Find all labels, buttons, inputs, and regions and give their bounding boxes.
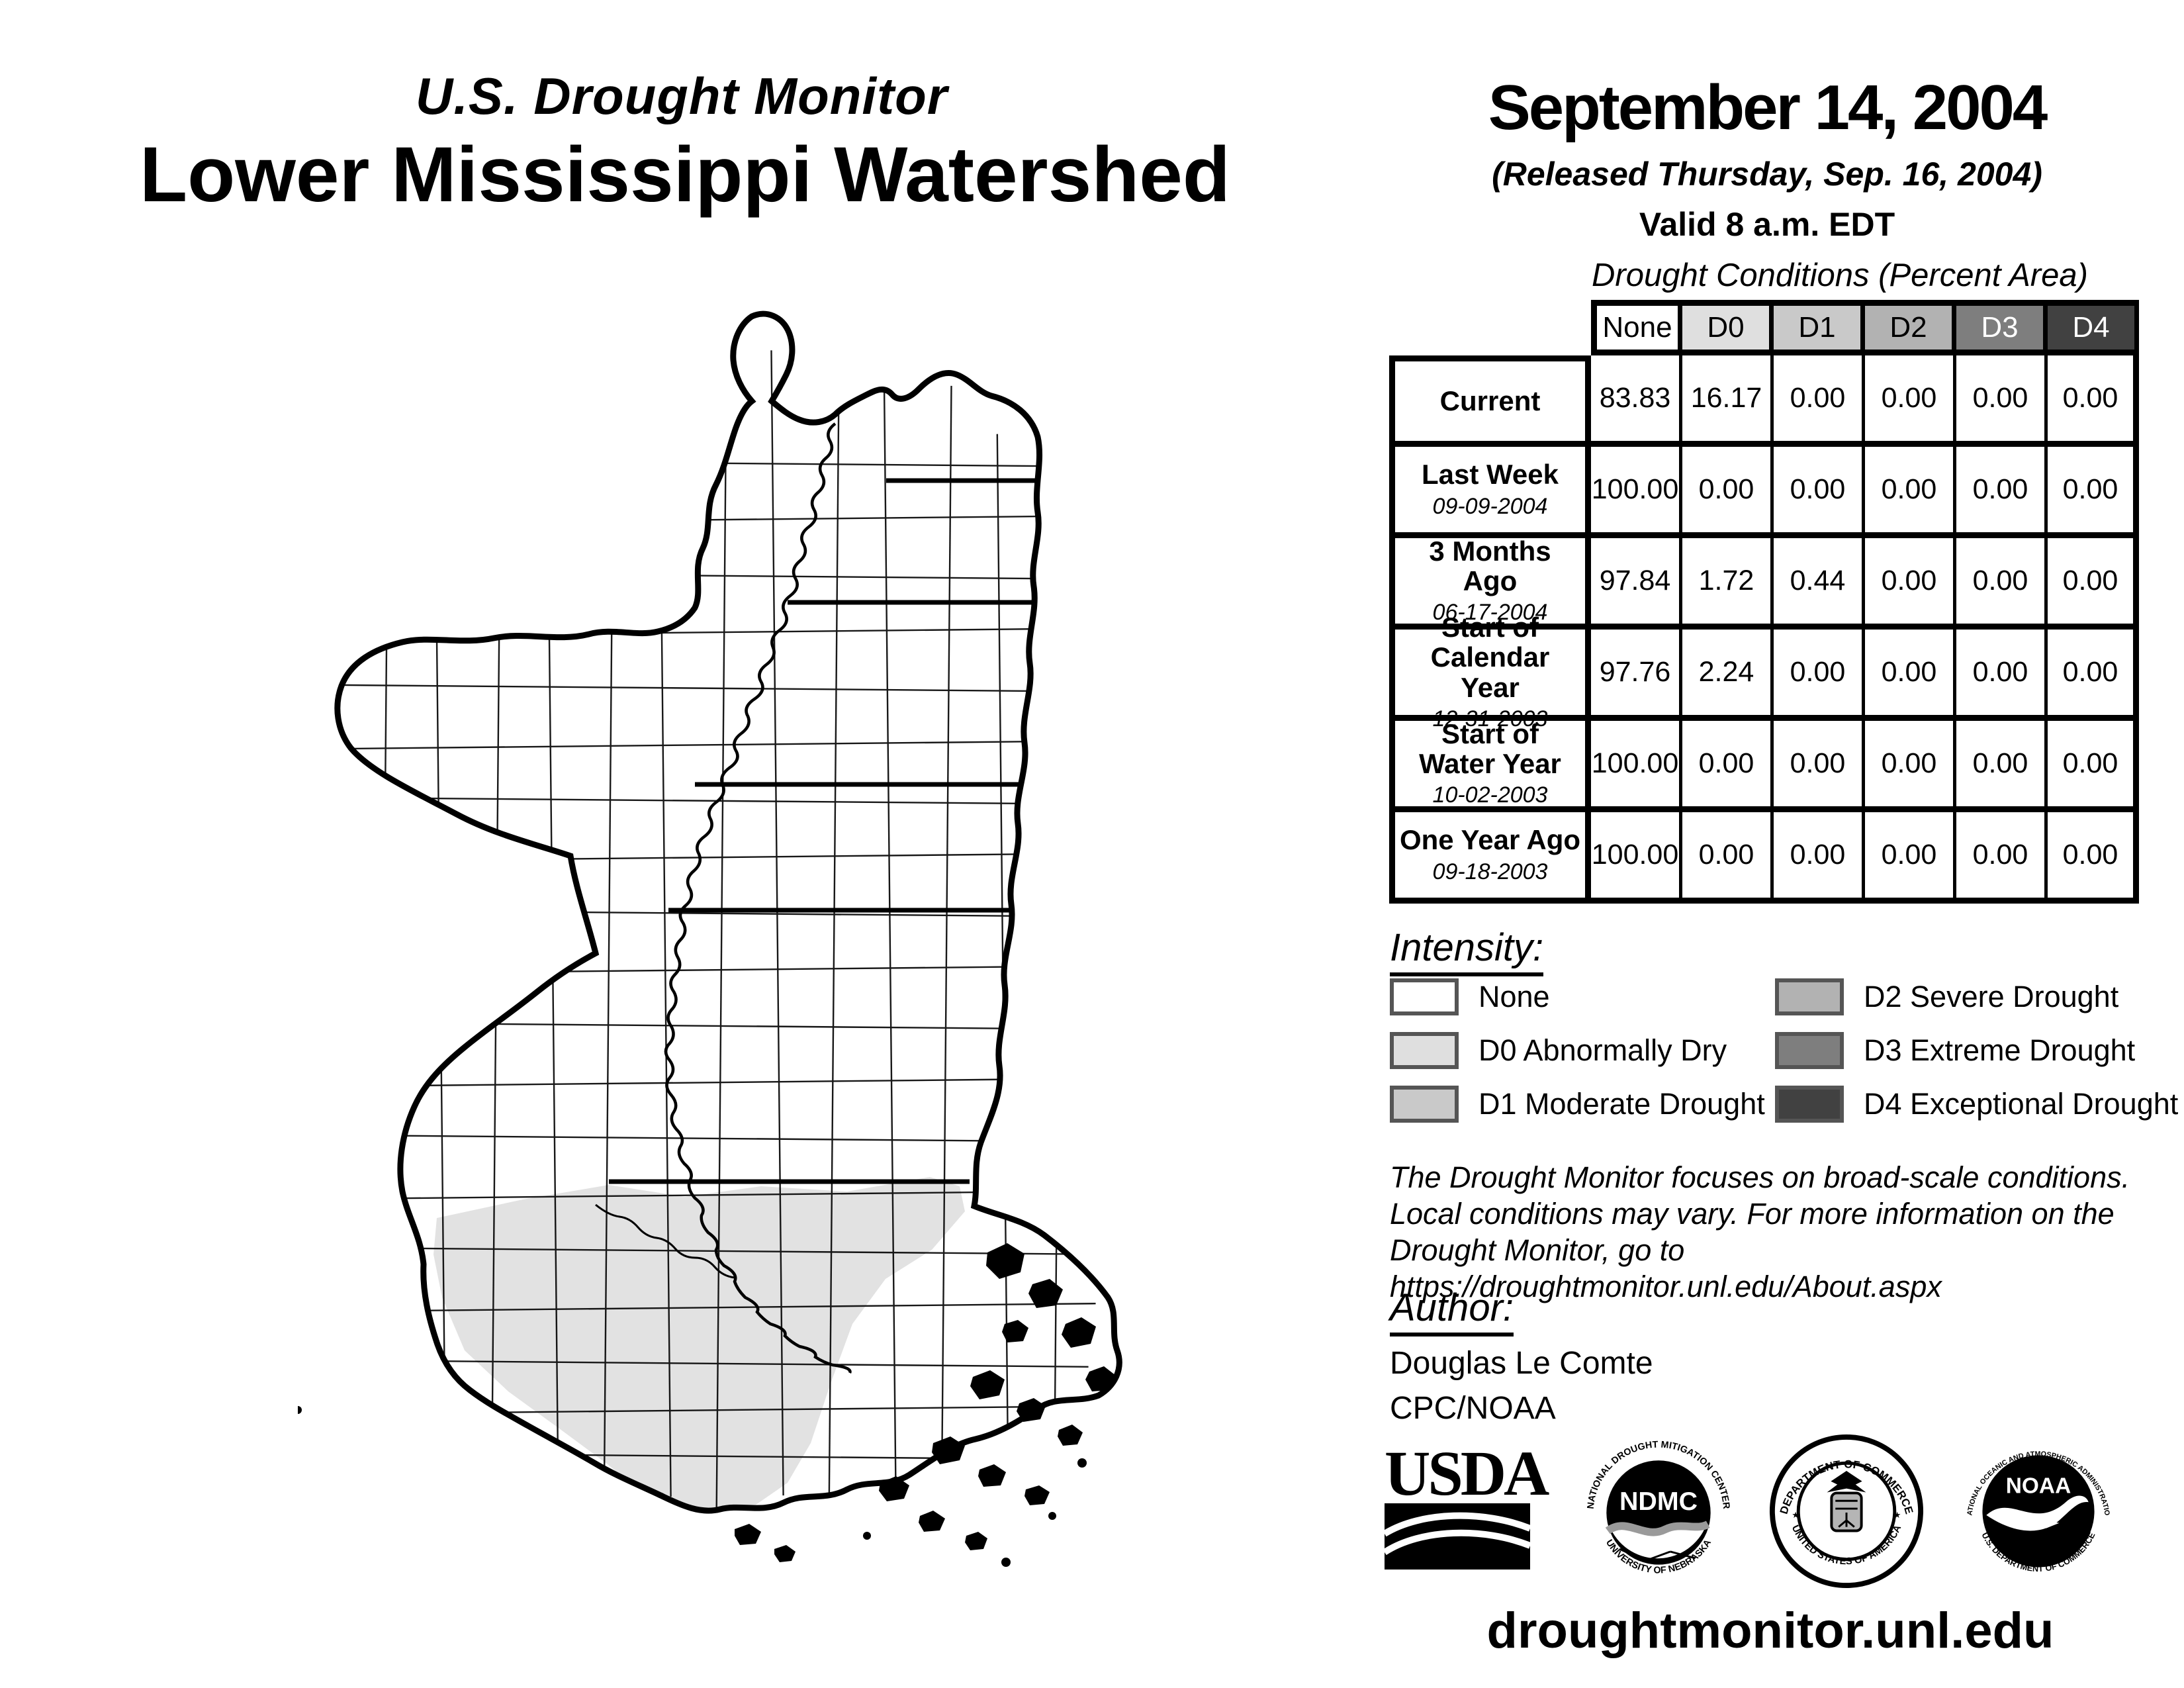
legend-item-d4: D4 Exceptional Drought <box>1775 1086 2178 1123</box>
valid-time: Valid 8 a.m. EDT <box>1639 206 1895 243</box>
seal-star-right: ★ <box>1893 1510 1901 1520</box>
disclaimer-line: Drought Monitor, go to https://droughtmo… <box>1390 1233 1942 1303</box>
table-cell: 0.00 <box>1865 447 1956 538</box>
svg-text:NOAA: NOAA <box>2006 1474 2071 1498</box>
row-label-one-year-ago: One Year Ago 09-18-2003 <box>1389 812 1591 904</box>
drought-conditions-table: None D0 D1 D2 D3 D4 Current 83.83 16.17 … <box>1389 300 2139 904</box>
released-date: (Released Thursday, Sep. 16, 2004) <box>1492 156 2042 193</box>
footer-url: droughtmonitor.unl.edu <box>1486 1603 2054 1659</box>
d4-swatch <box>1775 1086 1844 1123</box>
table-cell: 0.00 <box>1682 812 1774 904</box>
watershed-map <box>294 291 1158 1635</box>
usda-logo-text: USDA <box>1385 1438 1549 1509</box>
table-cell: 0.00 <box>2048 447 2139 538</box>
d0-shaded-region <box>433 1177 965 1511</box>
table-cell: 0.00 <box>1865 538 1956 630</box>
table-cell: 0.00 <box>1956 447 2048 538</box>
disclaimer-line: The Drought Monitor focuses on broad-sca… <box>1390 1160 2130 1194</box>
col-header-d0: D0 <box>1682 300 1774 355</box>
legend-item-d3: D3 Extreme Drought <box>1775 1032 2135 1069</box>
author-heading: Author: <box>1390 1286 1514 1336</box>
table-cell: 2.24 <box>1682 630 1774 721</box>
table-cell: 0.00 <box>1774 721 1865 812</box>
ndmc-logo-icon: NDMC NATIONAL DROUGHT MITIGATION CENTER … <box>1586 1440 1732 1576</box>
disclaimer-line: Local conditions may vary. For more info… <box>1390 1196 2115 1231</box>
table-cell: 97.76 <box>1591 630 1682 721</box>
table-title: Drought Conditions (Percent Area) <box>1592 258 2088 293</box>
table-cell: 0.44 <box>1774 538 1865 630</box>
none-swatch <box>1390 978 1459 1015</box>
d2-swatch <box>1775 978 1844 1015</box>
legend-item-d0: D0 Abnormally Dry <box>1390 1032 1727 1069</box>
table-cell: 0.00 <box>1682 447 1774 538</box>
d1-swatch <box>1390 1086 1459 1123</box>
author-org: CPC/NOAA <box>1390 1391 1556 1426</box>
usda-swoosh-icon <box>1383 1503 1531 1570</box>
row-label-start-calendar-year: Start of Calendar Year 12-31-2003 <box>1389 612 1591 731</box>
table-cell: 0.00 <box>1682 721 1774 812</box>
noaa-logo-icon: NOAA NATIONAL OCEANIC AND ATMOSPHERIC AD… <box>1960 1433 2111 1573</box>
col-header-d1: D1 <box>1774 300 1865 355</box>
disclaimer: The Drought Monitor focuses on broad-sca… <box>1390 1160 2184 1305</box>
table-cell: 0.00 <box>1865 355 1956 447</box>
table-cell: 83.83 <box>1591 355 1682 447</box>
usda-logo: USDA <box>1383 1438 1549 1573</box>
table-cell: 0.00 <box>2048 630 2139 721</box>
svg-text:NDMC: NDMC <box>1619 1487 1698 1516</box>
mississippi-river <box>595 422 852 1374</box>
author-name: Douglas Le Comte <box>1390 1346 1653 1381</box>
table-cell: 0.00 <box>1865 630 1956 721</box>
table-cell: 0.00 <box>2048 721 2139 812</box>
commerce-seal-icon: ★ ★ DEPARTMENT OF COMMERCE UNITED STATES… <box>1769 1434 1924 1589</box>
legend-item-d2: D2 Severe Drought <box>1775 978 2118 1015</box>
table-cell: 0.00 <box>1956 355 2048 447</box>
seal-star-left: ★ <box>1792 1510 1799 1520</box>
table-cell: 0.00 <box>1774 355 1865 447</box>
table-cell: 0.00 <box>1956 630 2048 721</box>
state-borders <box>609 478 1046 1184</box>
table-cell: 0.00 <box>1774 812 1865 904</box>
col-header-d3: D3 <box>1956 300 2048 355</box>
table-cell: 0.00 <box>1956 812 2048 904</box>
table-cell: 97.84 <box>1591 538 1682 630</box>
report-title: U.S. Drought Monitor <box>415 67 948 125</box>
table-cell: 0.00 <box>1865 721 1956 812</box>
table-cell: 0.00 <box>2048 538 2139 630</box>
table-cell: 0.00 <box>1774 447 1865 538</box>
row-label-last-week: Last Week 09-09-2004 <box>1389 447 1591 538</box>
table-cell: 0.00 <box>1865 812 1956 904</box>
region-title: Lower Mississippi Watershed <box>139 131 1231 218</box>
table-cell: 100.00 <box>1591 447 1682 538</box>
d0-swatch <box>1390 1032 1459 1069</box>
col-header-d2: D2 <box>1865 300 1956 355</box>
table-cell: 0.00 <box>1956 538 2048 630</box>
row-label-start-water-year: Start of Water Year 10-02-2003 <box>1389 719 1591 812</box>
watershed-map-svg <box>294 291 1158 1567</box>
d3-swatch <box>1775 1032 1844 1069</box>
col-header-none: None <box>1591 300 1682 355</box>
table-cell: 1.72 <box>1682 538 1774 630</box>
date-block: September 14, 2004 (Released Thursday, S… <box>1383 71 2151 244</box>
map-date: September 14, 2004 <box>1488 72 2048 143</box>
legend-item-none: None <box>1390 978 1550 1015</box>
table-cell: 0.00 <box>2048 812 2139 904</box>
table-cell: 0.00 <box>1956 721 2048 812</box>
table-cell: 0.00 <box>1774 630 1865 721</box>
legend-title: Intensity: <box>1390 925 1544 976</box>
row-label-current: Current <box>1389 355 1591 447</box>
delta-marshes <box>294 1243 1116 1567</box>
table-corner-spacer <box>1389 300 1591 355</box>
table-cell: 100.00 <box>1591 721 1682 812</box>
table-cell: 0.00 <box>2048 355 2139 447</box>
table-cell: 100.00 <box>1591 812 1682 904</box>
table-cell: 16.17 <box>1682 355 1774 447</box>
col-header-d4: D4 <box>2048 300 2139 355</box>
row-label-3-months-ago: 3 Months Ago 06-17-2004 <box>1389 536 1591 630</box>
legend-item-d1: D1 Moderate Drought <box>1390 1086 1765 1123</box>
